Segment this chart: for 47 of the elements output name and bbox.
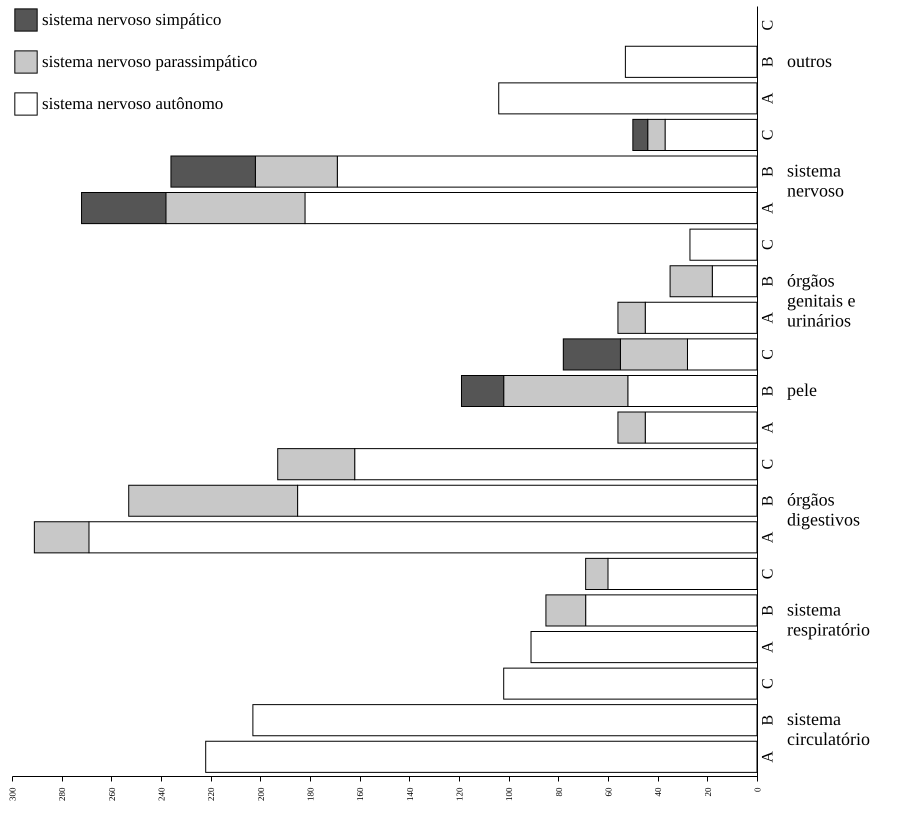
- text: outros: [787, 50, 832, 71]
- x-tick-label: 40: [653, 787, 664, 796]
- x-tick-label: 60: [604, 787, 614, 796]
- legend-label: sistema nervoso autônomo: [42, 94, 224, 113]
- y-tick-label: C: [760, 349, 776, 360]
- y-tick-label: C: [760, 239, 776, 250]
- y-tick-label: B: [760, 56, 776, 68]
- x-tick-label: 260: [106, 787, 117, 801]
- legend-label: sistema nervoso parassimpático: [42, 52, 258, 71]
- x-tick-label: 100: [504, 787, 514, 801]
- y-tick-label: C: [760, 678, 776, 689]
- text: sistema nervoso: [787, 160, 844, 201]
- text: órgãos genitais e urinários: [787, 270, 856, 330]
- y-tick-label: A: [760, 640, 776, 653]
- y-tick-label: A: [760, 202, 776, 214]
- y-tick-label: B: [760, 386, 776, 396]
- y-tick-label: A: [760, 750, 776, 763]
- y-tick-label: C: [760, 130, 776, 140]
- y-tick-label: B: [760, 166, 776, 177]
- y-tick-label: B: [760, 276, 776, 287]
- x-tick-label: 200: [256, 787, 266, 801]
- x-tick-label: 180: [306, 787, 316, 801]
- y-tick-label: B: [760, 714, 776, 726]
- y-tick-label: A: [760, 312, 776, 324]
- x-tick-label: 120: [454, 787, 464, 801]
- text: sistema circulatório: [787, 709, 870, 750]
- text: órgãos digestivos: [787, 490, 860, 530]
- x-tick-label: 280: [57, 787, 68, 801]
- x-tick-label: 20: [702, 787, 713, 796]
- x-tick-label: 240: [156, 787, 166, 801]
- text: pele: [787, 380, 817, 400]
- x-tick-label: 160: [355, 787, 366, 801]
- legend-label: sistema nervoso simpático: [42, 10, 222, 29]
- x-tick-label: 220: [206, 787, 216, 801]
- text: sistema respiratório: [787, 599, 870, 640]
- y-tick-label: C: [760, 458, 776, 470]
- y-tick-label: A: [760, 531, 776, 544]
- y-tick-label: A: [760, 92, 776, 104]
- y-tick-label: B: [760, 605, 776, 616]
- y-tick-label: C: [760, 568, 776, 580]
- x-tick-label: 140: [404, 787, 415, 801]
- y-tick-label: B: [760, 495, 776, 506]
- y-tick-label: A: [760, 421, 776, 434]
- x-tick-label: 0: [752, 787, 762, 792]
- y-tick-label: C: [760, 20, 776, 31]
- x-tick-label: 300: [8, 787, 18, 801]
- x-tick-label: 80: [554, 787, 564, 796]
